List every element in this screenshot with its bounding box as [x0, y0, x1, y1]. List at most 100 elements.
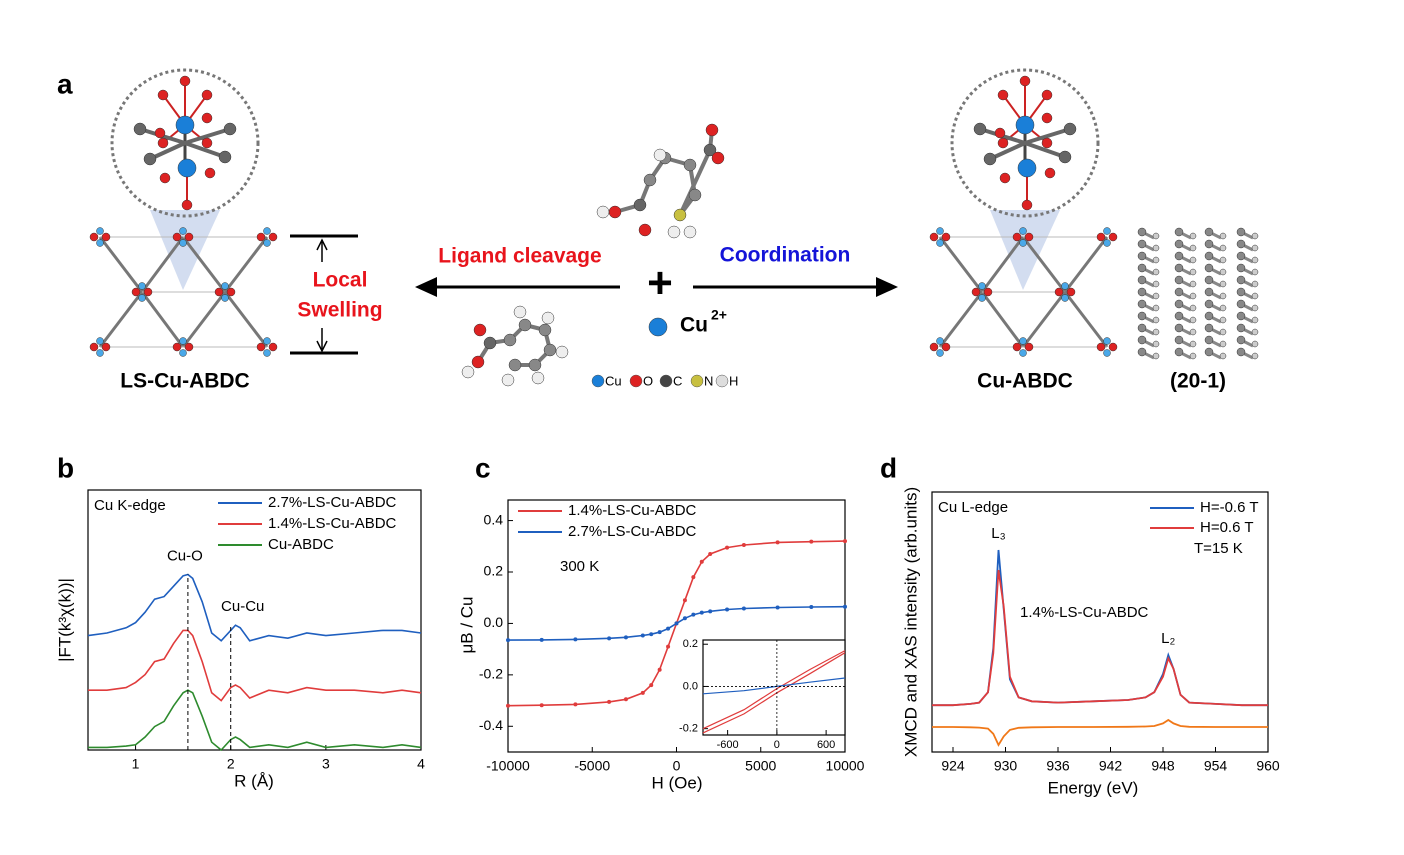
- atom: [1236, 299, 1246, 309]
- atom: [1054, 287, 1064, 297]
- atom: [1236, 347, 1246, 357]
- bond: [149, 141, 186, 161]
- atom: [181, 199, 193, 211]
- scheme-art: [89, 68, 1259, 387]
- atom: [1103, 239, 1111, 247]
- bond: [184, 127, 231, 145]
- data-point: [666, 644, 671, 649]
- bond: [1021, 236, 1067, 293]
- atom: [138, 294, 146, 302]
- atom: [172, 232, 182, 242]
- atom: [1017, 158, 1037, 178]
- legend-label: 1.4%-LS-Cu-ABDC: [568, 502, 697, 519]
- sample-label: 1.4%-LS-Cu-ABDC: [1020, 604, 1149, 621]
- atom: [263, 227, 271, 235]
- atom: [1204, 275, 1214, 285]
- atom: [1174, 287, 1184, 297]
- y-tick-label: 0.4: [484, 511, 504, 527]
- data-point: [623, 635, 628, 640]
- atom: [1251, 280, 1259, 288]
- x-tick-label: 1: [132, 756, 140, 772]
- data-point: [623, 697, 628, 702]
- atom: [555, 345, 569, 359]
- atom: [179, 337, 187, 345]
- atom: [688, 188, 702, 202]
- data-point: [682, 598, 687, 603]
- atom: [1174, 335, 1184, 345]
- x-tick-label: -5000: [574, 758, 610, 774]
- data-point: [741, 543, 746, 547]
- atom: [1152, 256, 1160, 264]
- atom: [177, 158, 197, 178]
- atom: [1015, 115, 1035, 135]
- atom: [96, 349, 104, 357]
- data-point: [657, 630, 662, 635]
- atom: [705, 123, 719, 137]
- atom: [1251, 244, 1259, 252]
- atom: [263, 349, 271, 357]
- atom: [1019, 75, 1031, 87]
- atom: [541, 311, 555, 325]
- data-point: [708, 609, 713, 614]
- atom: [1189, 256, 1197, 264]
- atom: [89, 342, 99, 352]
- data-point: [573, 637, 578, 642]
- data-point: [607, 636, 612, 641]
- atom: [1041, 137, 1053, 149]
- atom: [214, 287, 224, 297]
- element-label: O: [643, 373, 653, 388]
- atom: [1024, 232, 1034, 242]
- atom: [133, 122, 147, 136]
- ion-charge: 2+: [711, 307, 727, 323]
- bond: [98, 291, 144, 348]
- atom: [1152, 316, 1160, 324]
- element-label: H: [729, 373, 738, 388]
- atom: [1152, 292, 1160, 300]
- atom: [1061, 282, 1069, 290]
- atom: [179, 349, 187, 357]
- x-tick-label: 10000: [826, 758, 865, 774]
- data-point: [699, 610, 704, 615]
- x-tick-label: 960: [1256, 758, 1280, 774]
- atom: [1096, 232, 1106, 242]
- atom: [1012, 342, 1022, 352]
- atom: [1174, 323, 1184, 333]
- data-point: [573, 702, 578, 707]
- panel-note: Cu K-edge: [94, 497, 166, 514]
- bond: [1063, 291, 1109, 348]
- atom: [131, 287, 141, 297]
- atom: [461, 365, 475, 379]
- atom: [936, 239, 944, 247]
- atom: [1204, 287, 1214, 297]
- atom: [1219, 256, 1227, 264]
- data-point: [843, 539, 847, 544]
- atom: [1251, 304, 1259, 312]
- atom: [1189, 280, 1197, 288]
- atom: [157, 137, 169, 149]
- atom: [204, 167, 216, 179]
- atom: [503, 333, 517, 347]
- annotation-label: Cu-Cu: [221, 598, 264, 615]
- atom: [1152, 280, 1160, 288]
- atom: [1189, 268, 1197, 276]
- atom: [179, 227, 187, 235]
- atom: [596, 205, 610, 219]
- element-swatch: [715, 374, 729, 388]
- bond: [1024, 127, 1071, 145]
- atom: [1204, 251, 1214, 261]
- legend-label: Cu-ABDC: [268, 536, 334, 553]
- atom: [1137, 299, 1147, 309]
- atom: [221, 294, 229, 302]
- atom: [1219, 268, 1227, 276]
- data-line: [932, 569, 1268, 707]
- atom: [218, 150, 232, 164]
- atom: [1152, 268, 1160, 276]
- atom: [1174, 239, 1184, 249]
- atom: [1236, 227, 1246, 237]
- data-point: [725, 607, 730, 612]
- x-axis-label: H (Oe): [652, 773, 703, 792]
- atom: [1189, 340, 1197, 348]
- ion-label: Cu: [680, 314, 708, 337]
- legend-note: T=15 K: [1194, 540, 1243, 557]
- x-tick-label: 954: [1204, 758, 1228, 774]
